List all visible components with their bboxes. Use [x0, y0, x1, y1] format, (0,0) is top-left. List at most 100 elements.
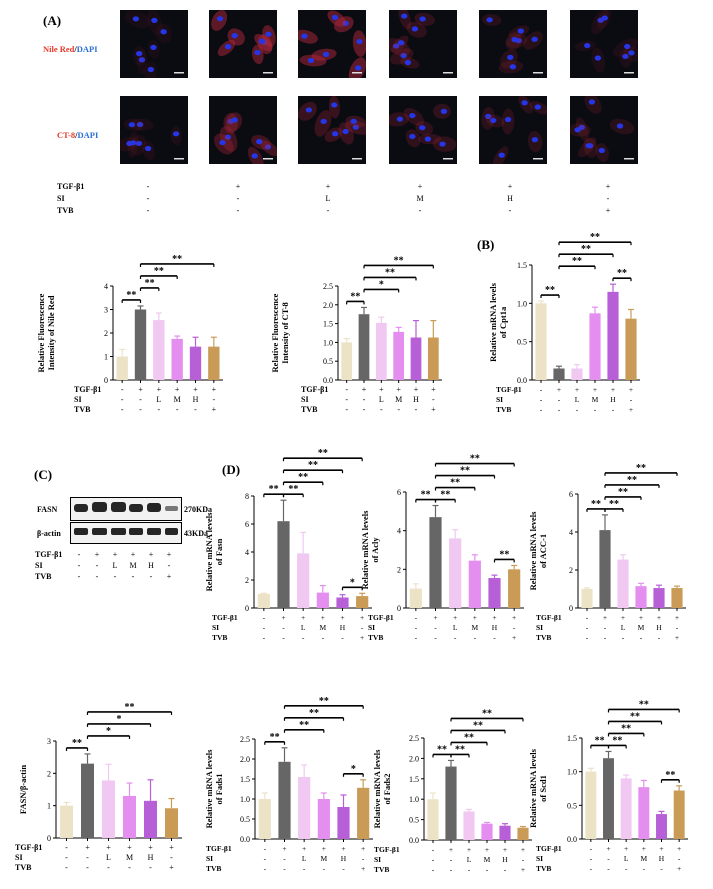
significance-label: **	[595, 735, 605, 746]
treatment-symbol: +	[138, 385, 143, 394]
significance-label: **	[627, 475, 637, 486]
micrograph-tile	[298, 10, 366, 78]
treatment-symbol: +	[325, 182, 331, 191]
bar	[488, 578, 501, 608]
y-tick-label: 8	[245, 492, 249, 501]
bar	[171, 338, 183, 380]
treatment-symbol: -	[65, 843, 68, 852]
treatment-symbol: -	[345, 385, 348, 394]
y-axis-label-line2: of Fasn	[214, 538, 224, 565]
treatment-symbol: +	[166, 550, 172, 559]
treatment-symbol: -	[362, 854, 365, 863]
treatment-symbol: -	[454, 633, 457, 642]
treatment-symbol: +	[575, 385, 579, 394]
treatment-symbol: -	[282, 623, 285, 632]
bar	[122, 795, 137, 838]
bar	[427, 337, 439, 380]
significance-label: **	[125, 702, 135, 713]
treatment-symbol: +	[467, 845, 471, 854]
y-axis-label-line2: Intensity of CT-8	[280, 302, 290, 364]
significance-label: **	[421, 490, 431, 501]
treatment-row-label: TGF-β1	[496, 385, 522, 394]
treatment-symbol: +	[106, 843, 111, 852]
treatment-row-label: SI	[15, 853, 23, 862]
blot-size-actin: 43KDa	[184, 529, 208, 538]
treatment-symbol: +	[130, 550, 136, 559]
treatment-symbol: +	[127, 843, 132, 852]
bar	[143, 800, 158, 838]
treatment-symbol: -	[341, 633, 344, 642]
treatment-symbol: +	[449, 845, 453, 854]
treatment-symbol: +	[512, 633, 516, 642]
y-tick-label: 2.5	[323, 282, 333, 291]
bar	[607, 291, 619, 380]
treatment-symbol: +	[512, 613, 516, 622]
bar	[189, 346, 202, 380]
y-axis-label-line2: of Acly	[370, 537, 380, 563]
panel-label-c: (C)	[34, 467, 53, 482]
treatment-row-label: SI	[57, 194, 65, 203]
micrograph-tile	[209, 10, 277, 78]
treatment-symbol: -	[107, 863, 110, 872]
treatment-symbol: +	[473, 613, 477, 622]
treatment-symbol: H	[507, 194, 513, 203]
significance-label: **	[590, 232, 600, 243]
bar	[603, 758, 614, 839]
micrograph-tile	[120, 10, 188, 78]
treatment-symbol: +	[302, 844, 306, 853]
treatment-row-label: TGF-β1	[74, 385, 101, 394]
bar	[481, 823, 493, 840]
bar	[277, 521, 290, 608]
treatment-symbol: +	[503, 845, 507, 854]
treatment-symbol: +	[212, 385, 217, 394]
bar	[673, 790, 685, 839]
significance-label: **	[318, 448, 328, 459]
y-axis-label-line1: Relative mRNA levels	[528, 748, 538, 828]
y-tick-label: 6	[245, 520, 249, 529]
bar	[153, 320, 165, 380]
treatment-symbol: +	[360, 633, 364, 642]
significance-bracket: **	[264, 732, 286, 745]
significance-label: **	[591, 499, 601, 510]
treatment-symbol: M	[484, 855, 491, 864]
bar	[427, 799, 439, 840]
treatment-symbol: -	[236, 194, 240, 203]
significance-bracket: *	[342, 764, 364, 777]
treatment-symbol: -	[380, 405, 383, 414]
y-tick-label: 2	[245, 576, 249, 585]
treatment-row-label: TVB	[301, 405, 318, 414]
treatment-row-label: TGF-β1	[536, 844, 562, 853]
treatment-row-label: SI	[301, 395, 309, 404]
significance-label: **	[450, 478, 460, 489]
bar	[341, 342, 353, 380]
treatment-row-label: TGF-β1	[536, 613, 562, 622]
treatment-symbol: -	[586, 623, 589, 632]
bar	[375, 322, 387, 380]
treatment-symbol: -	[170, 853, 173, 862]
micrograph-tile	[479, 96, 547, 164]
treatment-symbol: -	[432, 845, 435, 854]
bar	[463, 811, 475, 840]
treatment-symbol: M	[416, 194, 424, 203]
bar	[449, 538, 462, 608]
y-tick-label: 1	[47, 802, 51, 811]
significance-bracket: **	[283, 708, 345, 721]
significance-bracket: **	[283, 696, 364, 709]
y-tick-label: 6	[397, 488, 401, 497]
y-tick-label: 4	[397, 527, 401, 536]
bar	[410, 337, 422, 380]
significance-label: **	[455, 744, 465, 755]
treatment-symbol: +	[321, 613, 325, 622]
treatment-symbol: -	[586, 633, 589, 642]
treatment-symbol: -	[607, 854, 610, 863]
y-tick-label: 0.0	[409, 836, 419, 845]
significance-bracket: **	[607, 699, 680, 713]
significance-label: **	[618, 487, 628, 498]
bar	[671, 588, 683, 608]
y-tick-label: 1.0	[240, 795, 250, 804]
bar	[356, 596, 369, 608]
treatment-symbol: +	[675, 613, 679, 622]
